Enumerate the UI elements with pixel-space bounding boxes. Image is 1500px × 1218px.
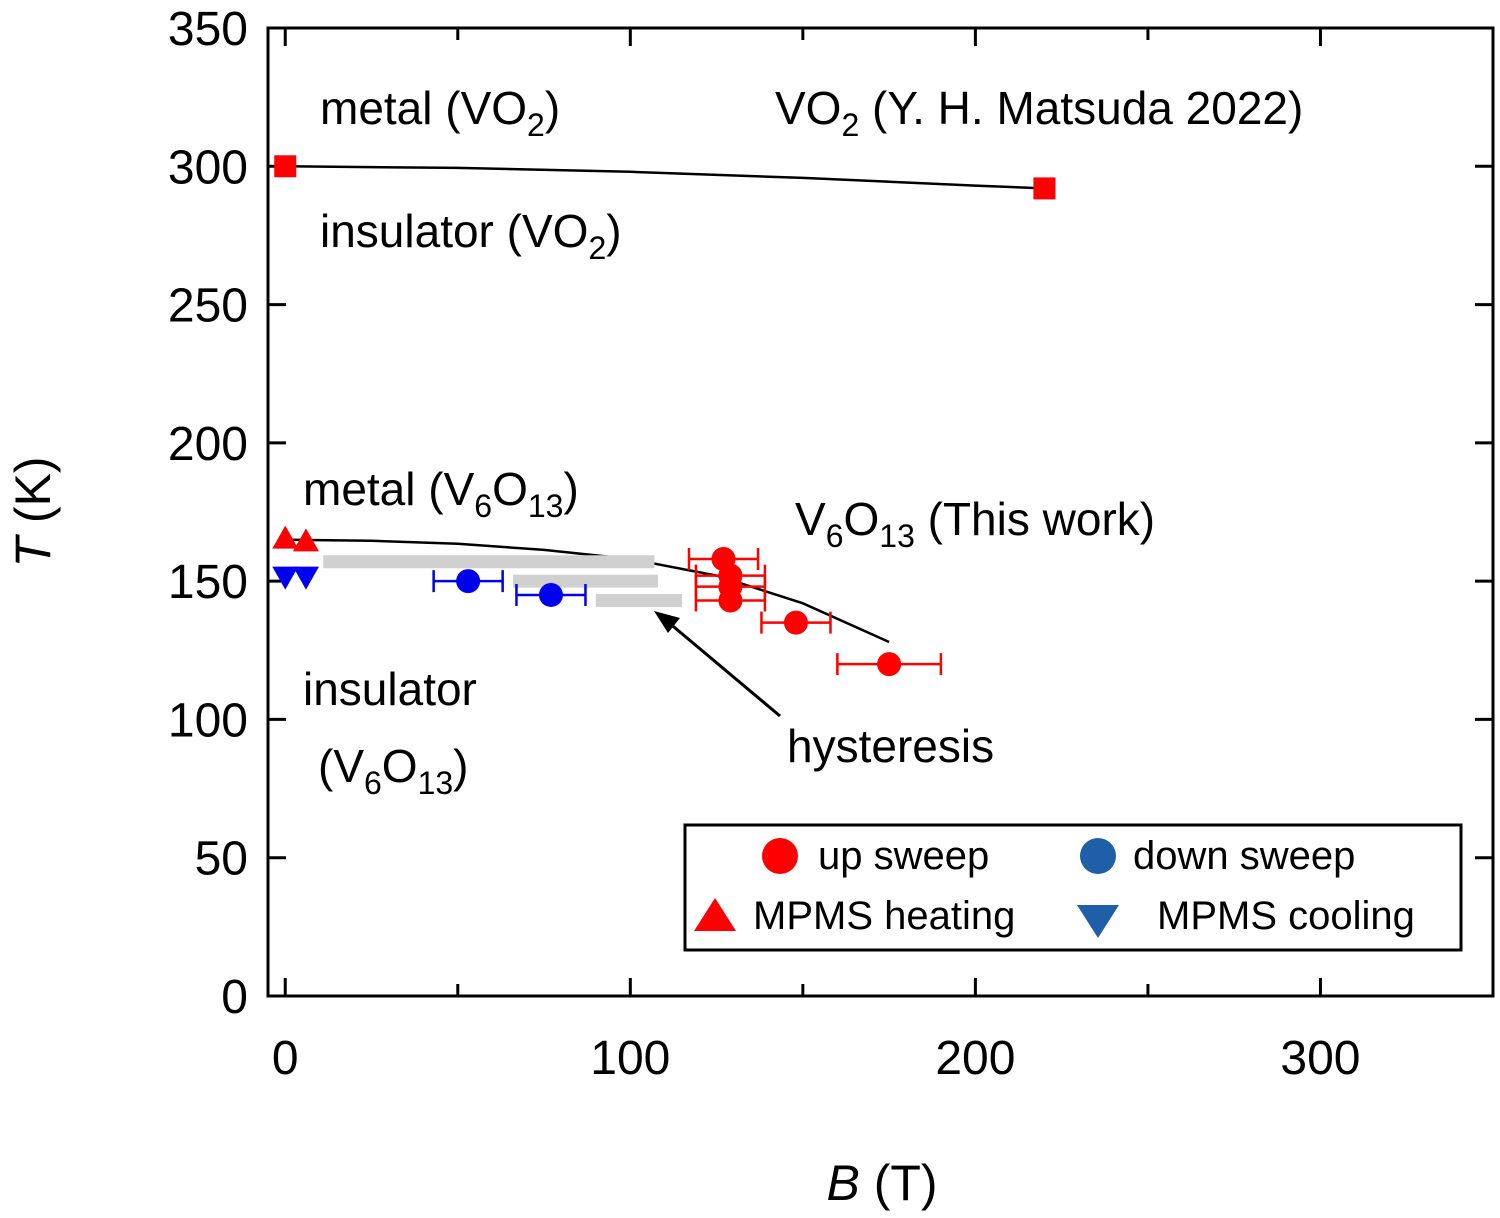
boundary-curve xyxy=(285,165,1045,190)
data-point-triangle-down xyxy=(292,566,319,590)
data-point-circle xyxy=(783,610,808,635)
y-tick-label: 300 xyxy=(168,141,248,194)
y-tick-label: 150 xyxy=(168,556,248,609)
legend-up-sweep-label: up sweep xyxy=(818,834,989,878)
data-point-square xyxy=(274,155,297,178)
data-point-circle xyxy=(877,652,902,677)
plot-frame xyxy=(266,26,1495,998)
y-tick-label: 350 xyxy=(168,3,248,56)
legend-down-sweep-label: down sweep xyxy=(1133,834,1355,878)
axis-ticks: 0 100 200 300 0 50 100 150 200 250 300 350 xyxy=(168,3,1493,1085)
annotation-metal-vo2: metal (VO2) xyxy=(320,82,560,143)
hysteresis-arrow-line xyxy=(667,620,781,718)
boundary-curve xyxy=(285,538,890,644)
legend-mpms-cooling-label: MPMS cooling xyxy=(1157,894,1415,938)
legend-up-sweep-marker xyxy=(762,838,798,874)
data-point-circle xyxy=(718,588,743,613)
legend-mpms-heating-label: MPMS heating xyxy=(753,894,1015,938)
legend-box xyxy=(683,823,1463,952)
data-point-circle xyxy=(538,582,563,607)
x-axis-label: B (T) xyxy=(826,1155,937,1211)
boundary-curves xyxy=(285,165,1045,644)
data-point-circle xyxy=(456,569,481,594)
y-tick-label: 200 xyxy=(168,418,248,471)
legend: up sweep down sweep MPMS heating MPMS co… xyxy=(683,823,1463,952)
annotation-hysteresis: hysteresis xyxy=(787,720,994,772)
annotation-insulator-v6o13-formula: (V6O13) xyxy=(318,740,469,801)
data-points xyxy=(272,155,1056,677)
hysteresis-bars xyxy=(323,555,683,608)
annotation-metal-v6o13: metal (V6O13) xyxy=(303,463,579,524)
annotation-insulator-vo2: insulator (VO2) xyxy=(320,205,622,266)
y-tick-label: 0 xyxy=(221,971,248,1024)
x-tick-label: 300 xyxy=(1280,1032,1360,1085)
y-tick-label: 250 xyxy=(168,280,248,333)
x-tick-label: 200 xyxy=(935,1032,1015,1085)
legend-mpms-cooling-marker xyxy=(1077,905,1119,938)
x-tick-label: 100 xyxy=(590,1032,670,1085)
data-point-triangle-down xyxy=(272,566,299,590)
annotation-v6o13-reference: V6O13 (This work) xyxy=(795,493,1155,554)
y-tick-label: 100 xyxy=(168,694,248,747)
x-tick-label: 0 xyxy=(272,1032,299,1085)
y-tick-label: 50 xyxy=(195,833,248,886)
data-point-triangle-up xyxy=(272,525,299,549)
data-point-square xyxy=(1033,177,1056,200)
hysteresis-arrowhead xyxy=(654,611,680,633)
legend-down-sweep-marker xyxy=(1080,838,1116,874)
annotation-insulator-v6o13: insulator xyxy=(303,663,477,715)
y-axis-label: T (K) xyxy=(5,456,61,567)
data-point-triangle-up xyxy=(292,528,319,552)
annotation-vo2-reference: VO2 (Y. H. Matsuda 2022) xyxy=(775,82,1303,143)
legend-mpms-heating-marker xyxy=(694,898,736,931)
